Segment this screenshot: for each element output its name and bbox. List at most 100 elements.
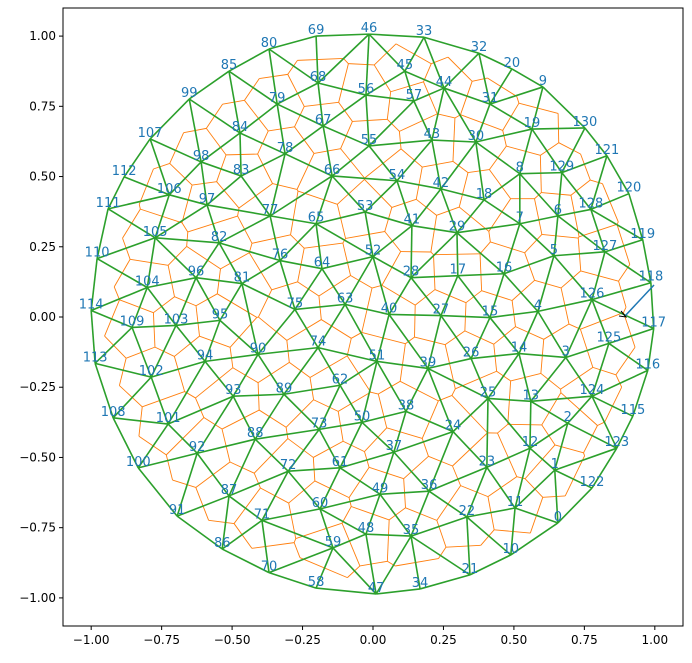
voronoi-edge: [431, 215, 437, 252]
voronoi-edge: [508, 381, 511, 424]
node-label: 43: [424, 127, 441, 142]
node-label: 115: [620, 403, 645, 418]
y-tick-label: 1.00: [29, 29, 56, 43]
node-label: 21: [462, 562, 479, 577]
triangle-edge: [520, 174, 558, 216]
voronoi-edge: [437, 114, 455, 118]
node-label: 95: [212, 307, 229, 322]
voronoi-edge: [374, 44, 396, 65]
triangle-edge: [566, 343, 609, 357]
node-label: 101: [156, 411, 181, 426]
node-label: 8: [516, 161, 524, 176]
y-tick-label: 0.50: [29, 170, 56, 184]
node-label: 113: [83, 350, 108, 365]
x-tick-label: −0.75: [143, 633, 180, 647]
voronoi-edge: [226, 154, 258, 155]
voronoi-edge: [468, 170, 489, 173]
node-label: 54: [389, 168, 406, 183]
voronoi-edge: [258, 290, 271, 317]
node-label: 42: [433, 176, 450, 191]
x-tick-label: 0.50: [501, 633, 528, 647]
node-label: 6: [554, 203, 562, 218]
node-label: 79: [269, 91, 286, 106]
node-label: 120: [616, 181, 641, 196]
voronoi-edge: [490, 242, 524, 253]
node-label: 88: [247, 426, 264, 441]
node-label: 63: [337, 291, 354, 306]
voronoi-edge: [343, 58, 348, 63]
voronoi-edge: [480, 254, 482, 291]
triangle-edge: [255, 429, 319, 439]
node-label: 62: [332, 372, 349, 387]
node-label: 7: [516, 211, 524, 226]
node-label: 86: [214, 536, 231, 551]
node-label: 36: [421, 478, 438, 493]
voronoi-edge: [351, 507, 389, 520]
node-label: 123: [604, 435, 629, 450]
node-label: 39: [420, 355, 437, 370]
voronoi-edge: [360, 561, 387, 566]
y-tick-label: −0.50: [19, 450, 56, 464]
voronoi-edge: [234, 524, 252, 549]
voronoi-edge: [105, 336, 127, 358]
node-label: 96: [188, 265, 205, 280]
voronoi-edge: [422, 161, 453, 167]
node-label: 48: [358, 521, 375, 536]
voronoi-edge: [119, 358, 126, 385]
node-label: 59: [325, 535, 342, 550]
voronoi-edge: [581, 154, 591, 180]
voronoi-edge: [399, 131, 401, 149]
triangle-edge: [197, 439, 255, 453]
node-label: 109: [120, 314, 145, 329]
voronoi-edge: [434, 255, 435, 290]
voronoi-edge: [461, 486, 488, 497]
node-label: 40: [381, 301, 398, 316]
node-label: 66: [324, 163, 341, 178]
voronoi-edge: [347, 338, 351, 356]
voronoi-edge: [120, 300, 154, 313]
node-label: 10: [503, 542, 520, 557]
voronoi-edge: [238, 208, 239, 216]
node-label: 45: [397, 58, 414, 73]
voronoi-edge: [297, 153, 314, 189]
node-label: 55: [361, 133, 378, 148]
node-label: 33: [416, 24, 433, 39]
node-label: 126: [580, 287, 605, 302]
node-label: 90: [250, 341, 267, 356]
voronoi-edge: [339, 102, 353, 121]
voronoi-edge: [584, 426, 598, 453]
voronoi-edge: [310, 378, 314, 400]
voronoi-edge: [249, 253, 271, 290]
node-label: 24: [445, 419, 462, 434]
voronoi-edge: [416, 167, 422, 199]
voronoi-edge: [489, 231, 491, 242]
voronoi-edge: [173, 480, 196, 487]
node-label: 12: [522, 435, 539, 450]
node-label: 67: [315, 113, 332, 128]
node-label: 11: [507, 495, 524, 510]
node-label: 16: [496, 261, 513, 276]
voronoi-edge: [437, 486, 461, 521]
node-label: 102: [139, 364, 164, 379]
voronoi-edge: [286, 427, 288, 438]
node-label: 72: [280, 458, 297, 473]
node-label: 103: [164, 312, 189, 327]
node-label: 71: [254, 507, 271, 522]
voronoi-edge: [497, 424, 507, 433]
node-label: 85: [221, 58, 238, 73]
voronoi-edge: [387, 428, 423, 439]
node-label: 70: [261, 560, 278, 575]
node-label: 121: [594, 143, 619, 158]
triangle-edge: [262, 520, 333, 548]
node-label: 81: [234, 271, 251, 286]
node-label: 118: [638, 270, 663, 285]
voronoi-edge: [619, 281, 626, 307]
node-label: 68: [310, 70, 327, 85]
x-tick-label: −0.50: [214, 633, 251, 647]
node-label: 114: [79, 298, 104, 313]
voronoi-edge: [445, 331, 465, 345]
voronoi-edge: [387, 520, 389, 561]
voronoi-edge: [209, 520, 234, 523]
